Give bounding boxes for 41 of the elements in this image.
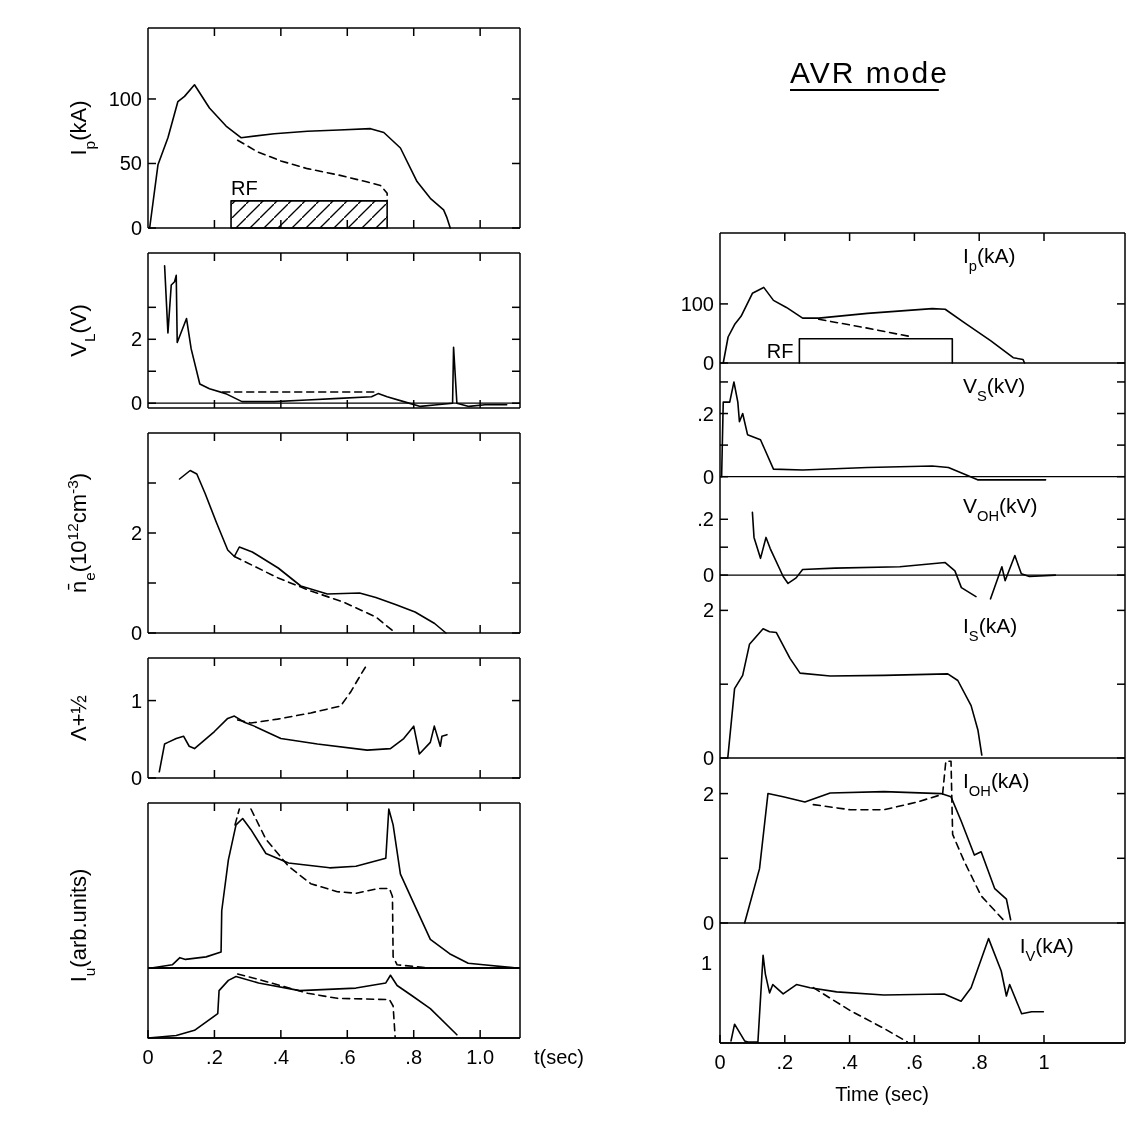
y-axis-title: Λ+½ — [66, 695, 91, 741]
y-axis-title: V$_{S}$(kV) — [963, 374, 1026, 404]
y-tick-label: 0 — [702, 747, 714, 769]
x-tick-label: .8 — [970, 1051, 988, 1073]
x-tick-label: .4 — [272, 1046, 290, 1068]
y-axis-title: I$_{S}$(kA) — [963, 614, 1018, 644]
y-tick-label: 0 — [130, 767, 142, 789]
y-tick-label: 0 — [702, 465, 714, 488]
y-tick-label: 50 — [119, 152, 142, 175]
y-tick-label: .2 — [697, 508, 714, 531]
y-tick-label: 0 — [702, 564, 714, 587]
x-axis-title: t(sec) — [534, 1046, 584, 1068]
y-axis-title: I$_{p}$(kA) — [963, 244, 1016, 274]
x-tick-label: .6 — [906, 1051, 923, 1073]
y-axis-title: I$_{V}$(kA) — [1019, 934, 1074, 964]
series-label: RF — [766, 339, 794, 362]
x-tick-label: .4 — [841, 1051, 858, 1073]
y-tick-label: 2 — [130, 328, 142, 351]
y-tick-label: 2 — [130, 522, 142, 544]
x-tick-label: .8 — [405, 1046, 423, 1068]
y-tick-label: 0 — [702, 912, 714, 934]
y-tick-label: 0 — [130, 622, 142, 644]
y-tick-label: .2 — [697, 402, 714, 425]
y-tick-label: 2 — [702, 599, 714, 622]
x-tick-label: 1 — [1038, 1051, 1050, 1073]
x-tick-label: .2 — [206, 1046, 223, 1068]
y-tick-label: 2 — [702, 782, 714, 805]
y-tick-label: 0 — [702, 352, 714, 374]
y-axis-title: V$_{OH}$(kV) — [963, 494, 1038, 524]
y-tick-label: 0 — [130, 217, 142, 239]
x-tick-label: .2 — [776, 1051, 794, 1073]
y-tick-label: 0 — [130, 392, 142, 415]
y-tick-label: 100 — [108, 87, 142, 110]
y-tick-label: 1 — [130, 689, 142, 712]
y-tick-label: 100 — [680, 292, 714, 315]
chart-title: AVR mode — [790, 56, 949, 89]
x-tick-label: 1.0 — [466, 1046, 495, 1068]
x-tick-label: .6 — [338, 1046, 356, 1068]
series-label: RF — [231, 176, 258, 199]
x-axis-title: Time (sec) — [835, 1083, 929, 1105]
y-axis-title: I$_{OH}$(kA) — [963, 769, 1030, 799]
